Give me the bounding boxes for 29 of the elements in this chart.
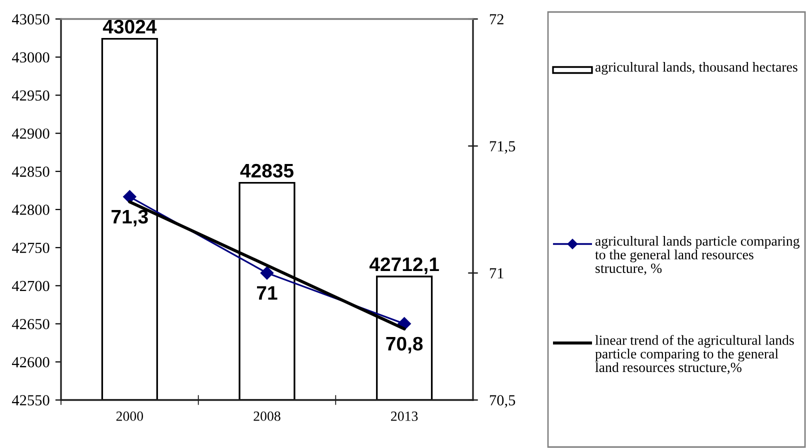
data-label: 43024 — [102, 20, 157, 34]
data-label: 71 — [257, 286, 278, 300]
y-tick-label: 42800 — [12, 204, 50, 215]
y-tick-label: 42550 — [12, 395, 50, 406]
x-tick-label: 2008 — [254, 412, 280, 421]
legend-label: agricultural lands particle comparing to the general land resources structure, % — [595, 236, 800, 275]
x-tick-label: 2013 — [391, 412, 418, 421]
y-tick-label: 43050 — [12, 14, 50, 24]
y-tick-label: 43000 — [12, 52, 50, 63]
point — [123, 190, 136, 204]
y-tick-label: 42700 — [12, 280, 50, 292]
legend-label: linear trend of the agricultural lands particle comparing to the general land resources structure,% — [595, 335, 794, 374]
y2-tick-label: 71 — [490, 268, 504, 278]
y-tick-label: 42950 — [12, 90, 50, 101]
y2-tick-label: 70,5 — [490, 395, 516, 408]
y-tick-label: 42900 — [12, 128, 50, 139]
y2-tick-label: 71,5 — [490, 141, 516, 154]
y-tick-label: 42750 — [12, 242, 50, 254]
y2-tick-label: 72 — [490, 14, 504, 24]
data-label: 42712,1 — [369, 257, 439, 274]
y-tick-label: 42600 — [12, 357, 50, 368]
point — [260, 266, 274, 280]
data-label: 70,8 — [386, 336, 423, 354]
y-tick-label: 42850 — [12, 166, 50, 177]
data-label: 42835 — [240, 164, 294, 178]
y-tick-label: 42650 — [12, 318, 50, 330]
data-label: 71,3 — [112, 210, 148, 226]
x-tick-label: 2000 — [116, 412, 144, 421]
legend-label: agricultural lands, thousand hectares — [595, 62, 798, 75]
